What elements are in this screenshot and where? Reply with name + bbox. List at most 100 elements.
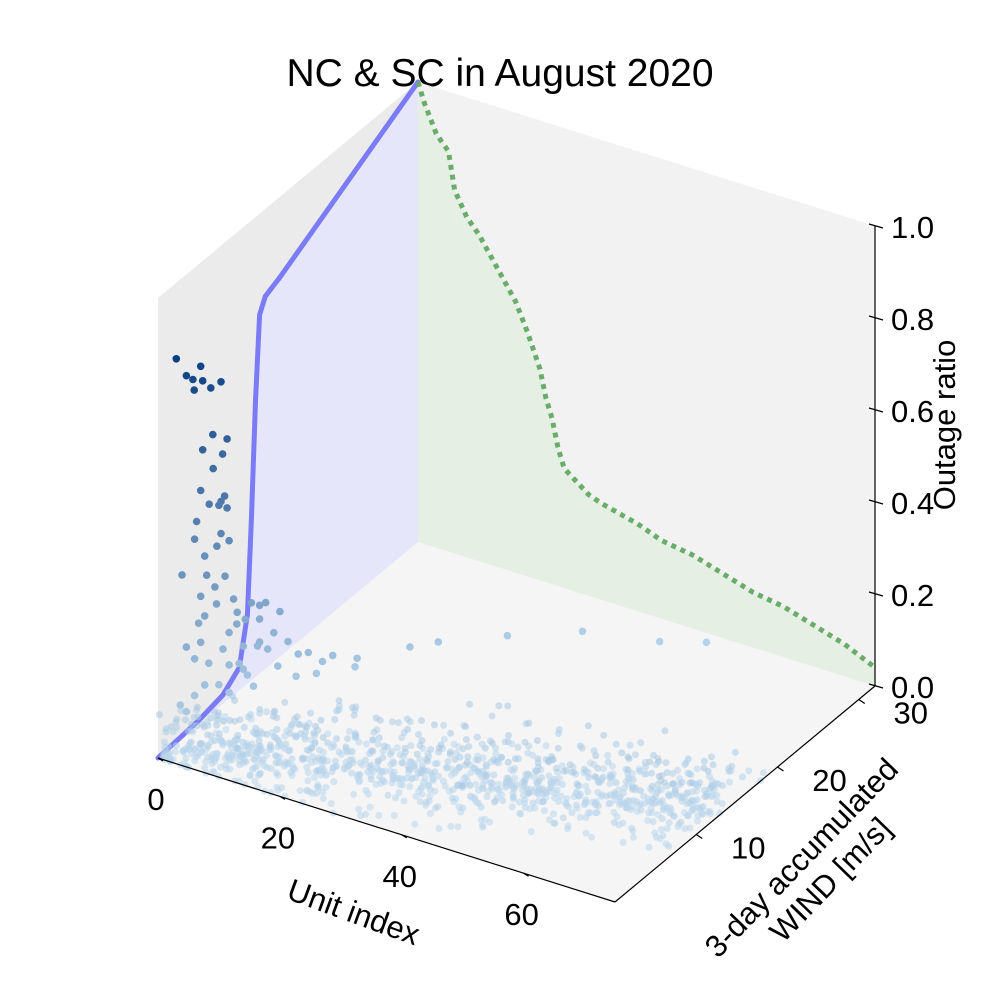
data-point: [693, 796, 701, 804]
data-point: [390, 768, 398, 776]
data-point: [351, 706, 359, 714]
data-point: [202, 571, 211, 579]
data-point: [482, 772, 490, 780]
data-point: [319, 788, 327, 796]
data-point: [609, 770, 617, 778]
data-point: [604, 751, 612, 759]
data-point: [225, 661, 233, 669]
data-point: [637, 806, 645, 814]
data-point: [331, 716, 339, 723]
z-tick-label: 0.8: [891, 302, 934, 337]
z-tick-mark: [868, 591, 884, 597]
data-point: [435, 772, 443, 780]
data-point: [368, 736, 376, 744]
data-point: [477, 816, 485, 824]
data-point: [225, 688, 233, 697]
data-point: [416, 798, 424, 806]
data-point: [255, 615, 264, 623]
data-point: [700, 764, 708, 772]
data-point: [190, 386, 198, 394]
data-point: [421, 774, 429, 782]
data-point: [464, 753, 472, 761]
data-point: [558, 762, 566, 770]
data-point: [274, 743, 282, 751]
data-point: [348, 769, 356, 777]
data-point: [584, 788, 592, 796]
data-point: [681, 809, 688, 817]
data-point: [490, 771, 498, 779]
data-point: [332, 762, 340, 770]
x-ticks: 0 20 40 60: [147, 757, 539, 932]
data-point: [299, 756, 306, 764]
data-point: [425, 797, 433, 805]
data-point: [669, 812, 677, 820]
data-point: [403, 715, 411, 723]
z-axis-label: Outage ratio: [927, 340, 962, 511]
x-tick-label: 60: [504, 897, 538, 932]
data-point: [426, 792, 434, 800]
data-point: [731, 748, 739, 756]
data-point: [505, 731, 512, 739]
y-tick-mark: [777, 766, 784, 772]
data-point: [590, 747, 598, 755]
data-point: [263, 708, 271, 716]
data-point: [578, 627, 587, 636]
data-point: [331, 757, 339, 765]
data-point: [619, 838, 627, 846]
y-tick-label: 20: [812, 763, 846, 798]
projection-curve-group: [155, 79, 421, 761]
data-point: [459, 804, 467, 812]
data-point: [655, 637, 664, 646]
data-point: [568, 809, 576, 817]
data-point: [625, 755, 633, 763]
data-point: [296, 787, 304, 795]
data-point: [464, 778, 472, 785]
data-point: [308, 759, 315, 766]
data-point: [233, 745, 241, 753]
data-point: [260, 762, 268, 770]
data-point: [345, 727, 353, 735]
data-point: [698, 810, 706, 817]
data-point: [564, 825, 572, 833]
data-point: [350, 790, 358, 798]
data-point: [471, 795, 478, 803]
data-point: [172, 742, 180, 750]
data-point: [215, 501, 223, 510]
data-point: [344, 735, 351, 743]
data-point: [644, 817, 652, 824]
data-point: [586, 809, 594, 817]
data-point: [335, 702, 343, 710]
data-point: [435, 825, 443, 832]
data-point: [333, 735, 340, 743]
data-point: [220, 492, 229, 500]
data-point: [401, 748, 409, 756]
data-point: [716, 809, 724, 817]
data-point: [665, 842, 673, 850]
data-point: [542, 742, 550, 750]
data-point: [629, 782, 637, 790]
data-point: [254, 782, 262, 790]
data-point: [486, 818, 494, 826]
data-point: [580, 801, 588, 809]
data-point: [580, 765, 588, 773]
data-point: [645, 809, 653, 817]
data-point: [247, 715, 255, 723]
data-point: [479, 780, 487, 788]
data-point: [233, 608, 241, 617]
data-point: [466, 700, 474, 708]
data-point: [645, 843, 653, 851]
data-point: [600, 731, 608, 739]
data-point: [243, 671, 252, 679]
data-point: [196, 486, 205, 495]
data-point: [313, 789, 321, 797]
data-point: [201, 764, 209, 772]
data-point: [344, 763, 352, 771]
data-point: [311, 738, 319, 746]
data-point: [281, 698, 289, 706]
data-point: [184, 742, 192, 750]
data-point: [562, 767, 570, 774]
data-point: [231, 717, 239, 725]
data-point: [449, 786, 457, 794]
data-point: [676, 781, 683, 789]
data-point: [246, 749, 254, 757]
